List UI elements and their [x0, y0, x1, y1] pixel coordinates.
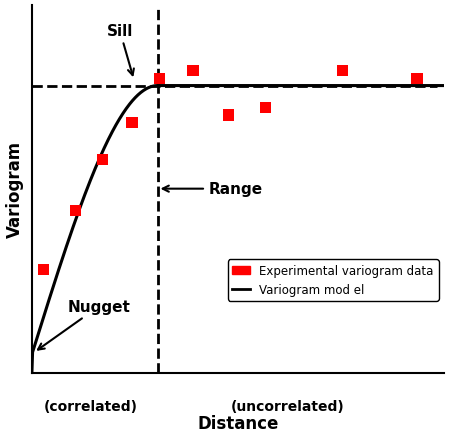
Point: [129, 120, 136, 127]
Point: [156, 75, 163, 82]
Point: [225, 112, 232, 119]
Point: [339, 68, 346, 75]
Legend: Experimental variogram data, Variogram mod el: Experimental variogram data, Variogram m…: [228, 260, 439, 301]
Y-axis label: Variogram: Variogram: [5, 141, 23, 238]
Text: (uncorrelated): (uncorrelated): [230, 399, 344, 413]
Text: Sill: Sill: [107, 24, 134, 76]
Text: Nugget: Nugget: [38, 299, 130, 350]
Text: Range: Range: [163, 182, 263, 197]
Point: [262, 105, 269, 112]
Text: (correlated): (correlated): [44, 399, 138, 413]
Point: [99, 156, 106, 163]
Point: [72, 208, 79, 215]
Point: [414, 75, 421, 82]
X-axis label: Distance: Distance: [198, 414, 279, 432]
Point: [40, 267, 47, 274]
Point: [189, 68, 197, 75]
